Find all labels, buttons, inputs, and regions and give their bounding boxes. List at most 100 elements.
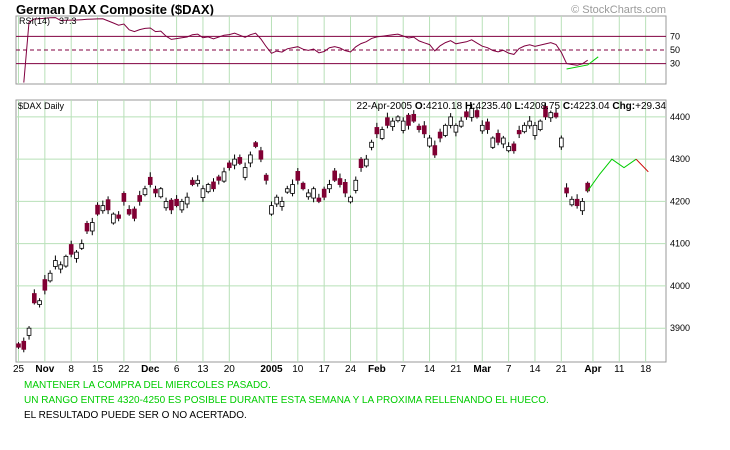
rsi-tick-label: 50 [670,45,680,55]
candle [506,146,511,152]
candle [68,244,74,255]
candle [559,137,564,148]
candle [580,201,585,212]
candle [537,120,543,130]
candle [421,125,427,135]
candle [169,199,174,211]
ohlc-date: 22-Apr-2005 [357,101,413,112]
ohlc-high: 4235.40 [476,101,513,112]
candle [126,209,132,215]
candle [84,222,90,232]
projection-line [587,158,637,192]
candle [342,182,348,194]
candle [337,178,343,185]
price-tick-label: 4300 [670,154,690,164]
candle [353,179,359,191]
ohlc-open: 4210.18 [426,101,463,112]
candle [485,121,490,130]
candle [58,264,63,270]
candle [163,201,169,209]
watermark: © StockCharts.com [571,4,666,16]
candle [569,198,575,206]
candle [221,171,227,182]
chart-title: German DAX Composite ($DAX) [16,2,214,17]
candle [464,111,469,118]
x-tick-label: 8 [68,364,74,375]
candle [543,105,548,118]
projection-line-down [635,158,649,173]
x-tick-label: Nov [35,364,54,375]
candle [564,187,569,194]
candle [406,114,411,126]
ohlc-close-label: C: [563,101,574,112]
candle [195,179,200,185]
candle [427,137,432,147]
x-tick-label: 14 [529,364,541,375]
candle [89,222,95,232]
candle [553,112,559,118]
candle [158,188,164,198]
rsi-line [23,17,588,83]
candle [263,174,269,181]
price-label: $DAX Daily [18,101,65,111]
candle [574,198,580,207]
candle [184,196,190,205]
x-tick-label: Feb [368,364,386,375]
candle [532,124,538,136]
candle [501,137,506,145]
ohlc-open-label: O: [415,101,426,112]
candle [437,131,443,139]
x-tick-label: 7 [506,364,512,375]
ohlc-close: 4223.04 [573,101,610,112]
candle [311,188,316,199]
candle [327,184,332,190]
x-tick-label: 15 [92,364,104,375]
candle [47,272,53,282]
rsi-tick-label: 70 [670,31,680,41]
x-tick-label: 20 [224,364,236,375]
candle [358,158,364,169]
annotation-line-1: MANTENER LA COMPRA DEL MIERCOLES PASADO. [24,380,271,391]
candle [121,192,127,202]
candle [179,201,185,211]
candle [527,120,532,127]
candle [232,158,237,166]
candle [21,340,27,350]
candle [258,150,264,160]
price-tick-label: 3900 [670,323,690,333]
rsi-label: RSI(14) [19,16,50,26]
candle [142,188,148,196]
candle [516,130,522,135]
candle [153,188,158,194]
ohlc-low: 4208.75 [524,101,561,112]
candle [522,124,527,133]
candle [16,343,21,348]
candle [548,112,554,119]
candle [411,113,417,122]
x-tick-label: 17 [319,364,331,375]
candle [37,300,42,305]
candle [306,192,311,198]
candle [316,197,322,202]
rsi-tick-label: 30 [670,59,680,69]
candle [26,327,32,336]
candle [432,145,438,156]
candle [369,141,374,148]
candle [290,184,295,194]
candle [42,279,48,291]
ohlc-change-label: Chg: [612,101,635,112]
annotation-line-2: UN RANGO ENTRE 4320-4250 ES POSIBLE DURA… [24,395,549,406]
price-tick-label: 4200 [670,196,690,206]
candle [242,167,248,178]
candle [74,251,79,259]
candle [116,214,121,219]
candle [95,204,100,215]
candle [295,171,301,181]
candle [395,116,401,122]
candle [211,181,216,190]
x-tick-label: 25 [13,364,25,375]
x-tick-label: Dec [141,364,160,375]
price-panel [15,99,667,363]
candle [147,176,153,185]
candle [400,120,406,131]
